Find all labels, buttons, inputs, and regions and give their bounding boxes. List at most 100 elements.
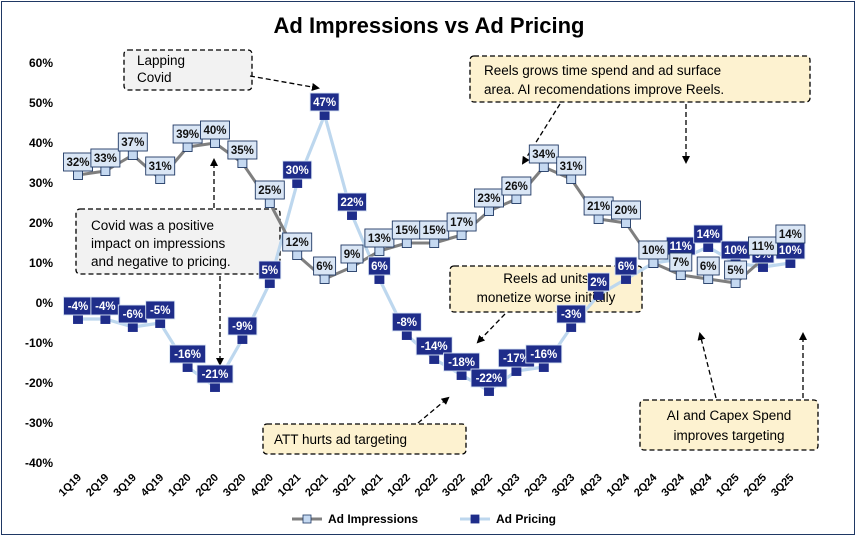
marker-ad-impressions bbox=[593, 214, 604, 224]
data-label-ad-pricing: 14% bbox=[693, 224, 724, 244]
svg-text:21%: 21% bbox=[587, 201, 610, 213]
y-axis: 60% 50% 40% 30% 20% 10% 0% -10% -20% -30% -40% bbox=[25, 56, 53, 470]
series-markers bbox=[73, 110, 796, 396]
data-label-ad-impressions: 31% bbox=[556, 156, 587, 176]
svg-text:13%: 13% bbox=[368, 233, 391, 245]
marker-ad-impressions bbox=[237, 158, 248, 168]
x-tick-label: 1Q23 bbox=[495, 472, 523, 500]
data-label-ad-pricing: -9% bbox=[227, 316, 258, 336]
marker-ad-impressions bbox=[511, 194, 522, 204]
annotation-ai-capex: AI and Capex Spend improves targeting bbox=[639, 399, 819, 451]
annotation-line: Reels ad units bbox=[503, 271, 589, 286]
x-tick-label: 1Q22 bbox=[385, 472, 413, 500]
legend-label-ad-impressions: Ad Impressions bbox=[328, 512, 418, 526]
svg-text:32%: 32% bbox=[66, 157, 89, 169]
annotation-arrows bbox=[210, 75, 807, 424]
svg-text:15%: 15% bbox=[395, 225, 418, 237]
svg-text:-18%: -18% bbox=[448, 357, 475, 369]
marker-ad-impressions bbox=[319, 274, 330, 284]
svg-text:-9%: -9% bbox=[232, 321, 252, 333]
data-label-ad-pricing: -6% bbox=[117, 304, 148, 324]
data-label-ad-pricing: 22% bbox=[337, 192, 367, 212]
y-tick-label: 20% bbox=[29, 216, 53, 230]
x-tick-label: 4Q21 bbox=[358, 472, 386, 500]
data-label-ad-impressions: 32% bbox=[63, 152, 93, 172]
svg-text:9%: 9% bbox=[344, 249, 361, 261]
data-label-ad-impressions: 21% bbox=[583, 196, 614, 216]
data-label-ad-impressions: 40% bbox=[200, 120, 230, 140]
marker-ad-pricing bbox=[210, 382, 220, 392]
marker-ad-impressions bbox=[292, 250, 303, 260]
svg-text:35%: 35% bbox=[231, 145, 254, 157]
svg-text:20%: 20% bbox=[614, 205, 637, 217]
marker-ad-impressions bbox=[703, 274, 714, 284]
marker-ad-impressions bbox=[73, 170, 83, 180]
svg-text:-16%: -16% bbox=[530, 349, 557, 361]
svg-text:6%: 6% bbox=[700, 261, 717, 273]
svg-text:-4%: -4% bbox=[68, 301, 88, 313]
svg-text:-8%: -8% bbox=[397, 317, 417, 329]
y-tick-label: 0% bbox=[36, 296, 54, 310]
y-tick-label: 60% bbox=[29, 56, 53, 70]
marker-ad-pricing bbox=[264, 278, 275, 288]
svg-text:-16%: -16% bbox=[174, 349, 201, 361]
y-tick-label: -30% bbox=[25, 416, 53, 430]
svg-text:30%: 30% bbox=[286, 165, 309, 177]
annotation-line: and negative to pricing. bbox=[91, 254, 231, 269]
svg-text:11%: 11% bbox=[670, 241, 692, 253]
svg-text:15%: 15% bbox=[423, 225, 446, 237]
arrow-ai-capex-left bbox=[697, 332, 717, 399]
marker-ad-pricing bbox=[374, 274, 385, 284]
svg-text:11%: 11% bbox=[752, 241, 774, 253]
marker-ad-pricing bbox=[127, 322, 138, 332]
data-labels: -4% -4%-6% -5%-16%-21%-9%5%30%47%22%6%-8%-… bbox=[63, 92, 806, 388]
svg-text:6%: 6% bbox=[371, 261, 388, 273]
marker-ad-pricing bbox=[429, 354, 440, 364]
svg-text:-5%: -5% bbox=[150, 305, 170, 317]
legend: Ad Impressions Ad Pricing bbox=[292, 512, 556, 526]
svg-text:-17%: -17% bbox=[503, 353, 530, 365]
data-label-ad-impressions: 15% bbox=[391, 220, 422, 240]
y-tick-label: 10% bbox=[29, 256, 53, 270]
chart-title: Ad Impressions vs Ad Pricing bbox=[274, 13, 585, 38]
x-tick-label: 3Q22 bbox=[440, 472, 468, 500]
data-label-ad-impressions: 9% bbox=[340, 244, 364, 264]
x-tick-label: 4Q22 bbox=[468, 472, 496, 500]
data-label-ad-pricing: -16% bbox=[525, 344, 563, 364]
marker-ad-impressions bbox=[347, 262, 357, 272]
x-tick-label: 2Q24 bbox=[632, 471, 660, 499]
marker-ad-pricing bbox=[401, 330, 412, 340]
x-tick-label: 3Q19 bbox=[111, 472, 139, 500]
data-label-ad-pricing: 10% bbox=[775, 240, 806, 260]
marker-ad-impressions bbox=[264, 198, 275, 208]
annotation-line: monetize worse initially bbox=[477, 290, 616, 305]
annotation-covid: Covid was a positive impact on impressio… bbox=[75, 208, 281, 275]
data-label-ad-pricing: -8% bbox=[391, 312, 422, 332]
data-label-ad-impressions: 23% bbox=[474, 188, 504, 208]
legend-label-ad-pricing: Ad Pricing bbox=[496, 512, 556, 526]
svg-text:12%: 12% bbox=[286, 237, 309, 249]
x-tick-label: 1Q20 bbox=[166, 472, 194, 500]
data-label-ad-pricing: 10% bbox=[720, 240, 751, 260]
data-label-ad-impressions: 20% bbox=[611, 200, 641, 220]
svg-text:39%: 39% bbox=[176, 129, 199, 141]
svg-text:-6%: -6% bbox=[123, 309, 143, 321]
marker-ad-impressions bbox=[182, 142, 193, 152]
data-label-ad-pricing: 5% bbox=[258, 260, 282, 280]
marker-ad-impressions bbox=[484, 206, 494, 216]
marker-ad-pricing bbox=[484, 386, 494, 396]
svg-text:33%: 33% bbox=[94, 153, 117, 165]
data-label-ad-pricing: 6% bbox=[614, 256, 638, 276]
marker-ad-impressions bbox=[401, 238, 412, 248]
x-axis: 1Q19 2Q19 3Q19 4Q19 1Q20 2Q20 3Q20 4Q20 1Q21 2Q21… bbox=[57, 471, 797, 499]
y-tick-label: 40% bbox=[29, 136, 53, 150]
svg-text:6%: 6% bbox=[618, 261, 635, 273]
data-label-ad-pricing: 47% bbox=[309, 92, 340, 112]
marker-ad-impressions bbox=[675, 270, 686, 280]
x-tick-label: 3Q21 bbox=[331, 472, 359, 500]
data-label-ad-impressions: 13% bbox=[364, 228, 395, 248]
data-label-ad-impressions: 10% bbox=[638, 240, 669, 260]
data-label-ad-pricing: -16% bbox=[169, 344, 207, 364]
svg-text:17%: 17% bbox=[450, 217, 473, 229]
